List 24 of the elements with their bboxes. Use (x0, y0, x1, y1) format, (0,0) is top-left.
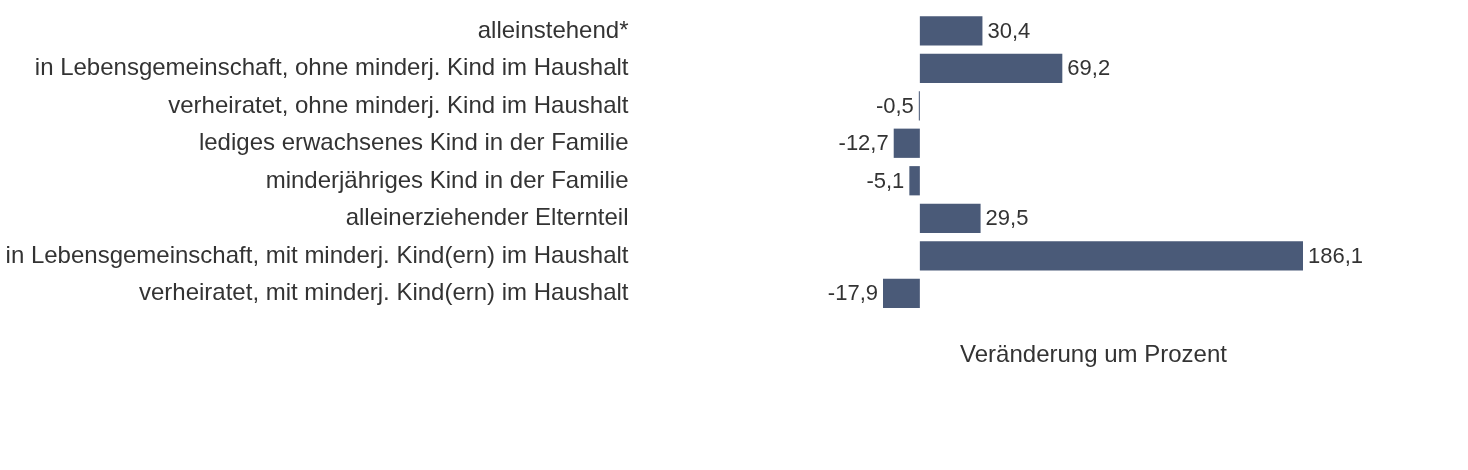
data-label: 29,5 (985, 205, 1029, 231)
y-tick-label: lediges erwachsenes Kind in der Familie (198, 128, 629, 156)
data-label: 30,4 (987, 17, 1031, 43)
y-tick-label: in Lebensgemeinschaft, mit minderj. Kind(ern) im Haushalt (5, 240, 629, 268)
data-label: 69,2 (1067, 55, 1111, 81)
y-tick-label: verheiratet, ohne minderj. Kind im Haushalt (168, 90, 629, 118)
data-label: -12,7 (838, 130, 889, 156)
bar (919, 241, 1303, 271)
data-label: 186,1 (1308, 242, 1364, 268)
bar (919, 203, 981, 233)
bar (919, 53, 1063, 83)
bar (883, 278, 920, 308)
y-tick-label: minderjähriges Kind in der Familie (265, 165, 629, 193)
data-label: -17,9 (827, 280, 878, 306)
y-tick-label: alleinerziehender Elternteil (345, 203, 629, 231)
data-label: -5,1 (866, 167, 905, 193)
x-axis-title: Veränderung um Prozent (960, 339, 1228, 367)
bar (893, 128, 920, 158)
data-label: -0,5 (875, 92, 914, 118)
y-tick-label: in Lebensgemeinschaft, ohne minderj. Kind im Haushalt (34, 53, 629, 81)
y-tick-label: alleinstehend* (477, 15, 629, 43)
bar (919, 16, 983, 46)
y-tick-label: verheiratet, mit minderj. Kind(ern) im Haushalt (138, 278, 629, 306)
bar (909, 166, 920, 196)
